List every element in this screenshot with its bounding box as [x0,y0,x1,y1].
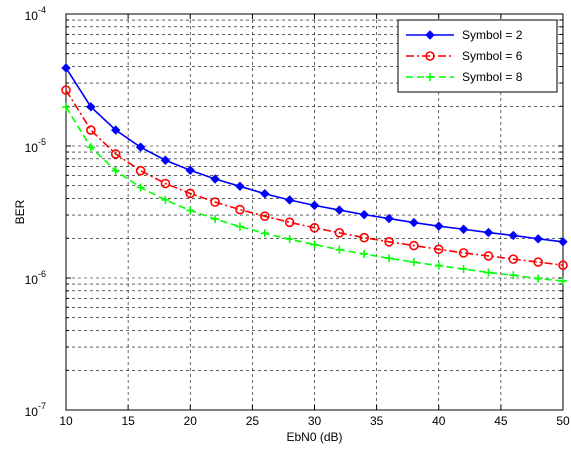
circle-marker [458,248,469,258]
circle-marker [86,125,96,135]
plus-marker [161,195,170,204]
legend-label: Symbol = 6 [462,49,523,63]
legend-label: Symbol = 2 [462,28,523,42]
x-tick-label: 15 [121,414,135,428]
circle-marker [409,240,419,251]
x-tick-label: 40 [432,414,446,428]
circle-marker [235,204,245,215]
diamond-marker [508,230,519,241]
legend: Symbol = 2 Symbol = 6 Symbol = 8 [397,19,558,93]
x-tick-label: 30 [308,414,322,428]
diamond-marker [434,221,444,231]
diamond-marker [483,227,494,238]
circle-marker [259,211,270,221]
diamond-marker [558,237,568,247]
diamond-marker [110,125,121,135]
diamond-marker [235,181,245,192]
plus-marker [310,240,319,249]
diamond-marker [384,213,394,224]
plus-marker [86,143,95,152]
plus-marker [186,206,195,215]
diamond-marker [533,234,543,244]
plus-marker [385,254,394,263]
diamond-marker [284,195,295,205]
y-axis-label: BER [13,199,27,224]
plus-marker [534,274,543,283]
x-tick-label: 10 [59,414,73,428]
plus-marker [62,103,70,112]
plus-marker [285,235,294,244]
series-line [65,106,564,282]
plus-marker [211,214,220,223]
series-line [65,89,564,267]
y-axis: 10-7 10-6 10-5 10-4 [25,5,563,419]
circle-marker [334,228,345,238]
diamond-marker [334,205,345,215]
plus-marker [136,183,145,192]
diamond-marker [409,217,419,228]
series-1 [61,63,568,247]
circle-marker [185,188,196,199]
diamond-marker [210,174,220,184]
plus-marker [559,276,567,285]
plus-marker [335,245,344,254]
x-tick-label: 50 [556,414,570,428]
circle-marker [309,223,320,233]
diamond-marker [86,102,96,112]
plus-marker [111,166,120,175]
x-tick-label: 20 [184,414,198,428]
circle-marker [558,260,568,271]
circle-marker [508,254,519,264]
circle-marker [61,85,71,95]
circle-marker [433,244,444,255]
x-axis: 10 15 20 25 30 35 40 45 50 [59,14,570,428]
circle-marker [135,165,146,176]
legend-label: Symbol = 8 [462,70,523,84]
series-3 [62,103,567,285]
circle-marker [160,178,171,189]
diamond-marker [185,165,195,175]
circle-marker [533,257,543,267]
plus-marker [235,222,244,231]
diamond-marker [309,200,320,211]
diamond-marker [260,189,270,199]
circle-marker [425,51,435,61]
plus-marker [260,229,269,238]
legend-item: Symbol = 2 [406,28,523,42]
x-axis-label: EbN0 (dB) [286,430,342,444]
diamond-marker [359,209,369,220]
x-tick-label: 45 [494,414,508,428]
plus-marker [484,268,493,277]
plus-marker [426,73,434,81]
y-tick-label: 10-6 [25,269,46,287]
diamond-marker [425,30,435,40]
circle-marker [359,232,370,243]
plus-marker [459,264,468,273]
circle-marker [210,197,220,207]
y-tick-label: 10-7 [25,401,46,419]
x-tick-label: 25 [246,414,260,428]
legend-item: Symbol = 6 [406,49,523,63]
series-2 [61,85,568,271]
y-tick-label: 10-4 [25,5,46,23]
plus-marker [360,249,369,258]
x-tick-label: 35 [370,414,384,428]
diamond-marker [160,155,171,165]
plus-marker [509,271,518,280]
circle-marker [384,237,394,247]
legend-item: Symbol = 8 [406,70,523,84]
circle-marker [483,251,494,261]
diamond-marker [135,142,146,152]
circle-marker [284,217,295,228]
plus-marker [434,261,443,270]
diamond-marker [61,63,71,73]
circle-marker [110,149,121,159]
diamond-marker [458,224,469,234]
plus-marker [409,258,418,267]
y-tick-label: 10-5 [25,137,46,155]
